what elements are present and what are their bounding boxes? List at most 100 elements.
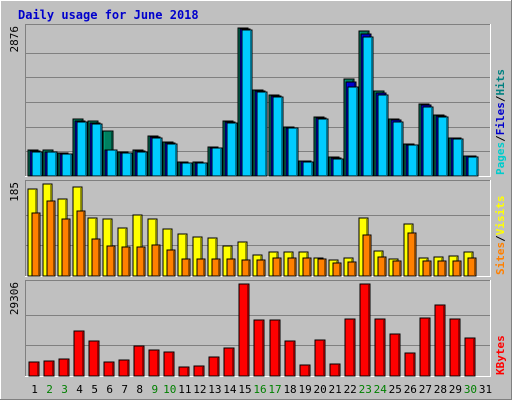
bar-kbytes	[193, 365, 205, 377]
day-label: 9	[151, 383, 158, 396]
bar-body	[437, 116, 449, 177]
bar-sites	[467, 257, 477, 277]
bar-body	[121, 246, 131, 277]
bar-body	[28, 361, 40, 377]
bar-body	[133, 345, 145, 377]
bar-body	[392, 121, 404, 177]
bar-pages	[121, 152, 133, 177]
bar-body	[241, 29, 253, 177]
bar-body	[362, 234, 372, 277]
chart-title: Daily usage for June 2018	[18, 8, 199, 22]
bar-kbytes	[344, 318, 356, 377]
day-label: 24	[374, 383, 388, 396]
day-label: 18	[283, 383, 296, 396]
bar-sites	[347, 261, 357, 277]
bar-kbytes	[118, 359, 130, 377]
legend-item: Visits	[494, 196, 507, 236]
bar-sites	[362, 234, 372, 277]
bar-pages	[226, 122, 238, 177]
day-label: 19	[298, 383, 311, 396]
legend-item: Pages	[494, 142, 507, 175]
bar-pages	[31, 151, 43, 177]
bar-body	[118, 359, 130, 377]
bar-pages	[106, 149, 118, 177]
bar-kbytes	[163, 351, 175, 377]
bar-kbytes	[449, 318, 461, 377]
panel-kbytes: 29306 KBytes	[8, 280, 507, 377]
legend-visits-sites: Sites/Visits	[494, 196, 507, 276]
legend-item: Sites	[494, 242, 507, 275]
bar-pages	[76, 121, 88, 177]
bar-body	[377, 94, 389, 177]
bar-kbytes	[419, 317, 431, 377]
bar-body	[121, 152, 133, 177]
bar-body	[91, 123, 103, 177]
legend-item: /	[494, 95, 507, 102]
bar-sites	[31, 212, 41, 277]
day-label: 15	[238, 383, 251, 396]
bar-body	[407, 232, 417, 277]
bar-body	[374, 318, 386, 377]
day-label: 7	[121, 383, 128, 396]
bar-body	[151, 137, 163, 177]
bar-kbytes	[374, 318, 386, 377]
day-label: 26	[404, 383, 417, 396]
bar-pages	[287, 127, 299, 177]
bar-sites	[106, 245, 116, 277]
bar-sites	[392, 260, 402, 277]
day-label: 23	[359, 383, 372, 396]
bar-kbytes	[103, 361, 115, 377]
bar-sites	[151, 244, 161, 277]
bar-kbytes	[434, 304, 446, 377]
bar-body	[31, 151, 43, 177]
bar-body	[422, 106, 434, 177]
bar-body	[58, 358, 70, 377]
bar-kbytes	[389, 333, 401, 377]
bar-body	[76, 121, 88, 177]
bar-sites	[196, 258, 206, 277]
bar-pages	[317, 118, 329, 177]
bar-body	[208, 356, 220, 377]
bar-body	[419, 317, 431, 377]
bar-body	[256, 259, 266, 277]
day-label: 10	[163, 383, 176, 396]
bar-sites	[166, 249, 176, 277]
bar-body	[163, 351, 175, 377]
day-label: 16	[253, 383, 266, 396]
bar-body	[61, 153, 73, 177]
day-label: 25	[389, 383, 402, 396]
bar-body	[467, 257, 477, 277]
bar-pages	[181, 162, 193, 177]
bar-kbytes	[329, 363, 341, 377]
legend-kbytes: KBytes	[494, 335, 507, 375]
y-max-label: 2876	[8, 26, 21, 53]
bar-body	[464, 337, 476, 377]
bar-body	[347, 261, 357, 277]
bar-body	[317, 118, 329, 177]
bar-body	[31, 212, 41, 277]
bar-body	[299, 364, 311, 377]
bar-pages	[196, 162, 208, 177]
bar-kbytes	[208, 356, 220, 377]
bar-kbytes	[58, 358, 70, 377]
bar-body	[238, 283, 250, 377]
bar-body	[181, 162, 193, 177]
bar-body	[329, 363, 341, 377]
bar-body	[166, 143, 178, 177]
bar-sites	[241, 259, 251, 277]
bar-body	[193, 365, 205, 377]
bar-sites	[332, 262, 342, 277]
bar-body	[287, 257, 297, 277]
bar-pages	[347, 86, 359, 177]
legend-item: KBytes	[494, 335, 507, 375]
day-label: 13	[208, 383, 221, 396]
legend-item: Hits	[494, 69, 507, 96]
day-label: 5	[91, 383, 98, 396]
day-label: 1	[31, 383, 38, 396]
bar-body	[332, 158, 344, 177]
bar-kbytes	[238, 283, 250, 377]
bar-sites	[437, 260, 447, 277]
bar-body	[46, 200, 56, 277]
bar-kbytes	[299, 364, 311, 377]
bar-body	[46, 151, 58, 177]
